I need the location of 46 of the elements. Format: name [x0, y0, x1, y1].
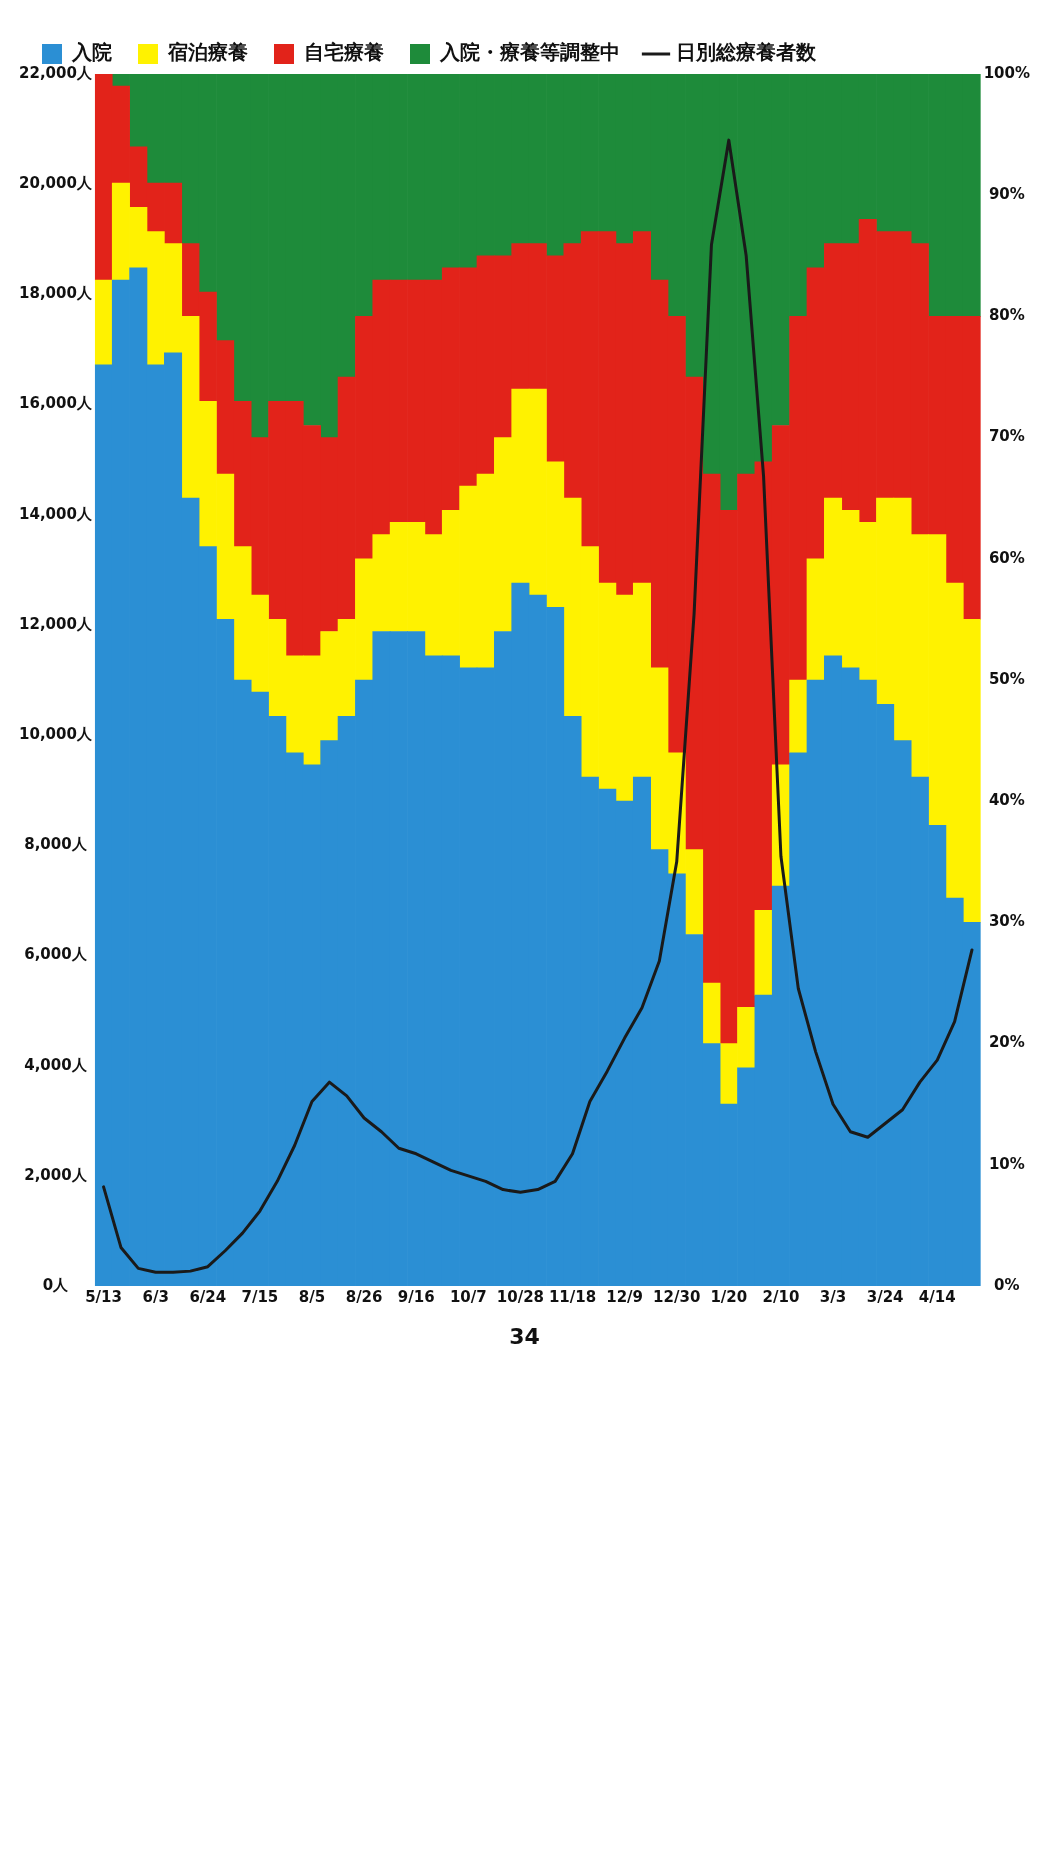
- y2-tick-label: 40%: [988, 791, 1025, 810]
- x-tick-label: 12/30: [653, 1287, 701, 1306]
- legend-label: 入院・療養等調整中: [439, 40, 620, 65]
- text: 34: [508, 1324, 541, 1349]
- y2-tick-label: 90%: [988, 185, 1025, 204]
- legend-label: 日別総療養者数: [676, 40, 817, 65]
- x-tick-label: 8/26: [345, 1287, 383, 1306]
- y2-tick-label: 100%: [983, 63, 1030, 82]
- y-tick-label: 0人: [42, 1275, 70, 1294]
- y-tick-label: 10,000人: [19, 724, 93, 743]
- x-tick-label: 1/20: [710, 1287, 748, 1306]
- x-tick-label: 6/24: [189, 1287, 227, 1306]
- y-tick-label: 16,000人: [19, 394, 93, 413]
- x-tick-label: 3/24: [866, 1287, 904, 1306]
- x-tick-label: 3/3: [819, 1287, 847, 1306]
- x-tick-label: 10/28: [496, 1287, 545, 1306]
- y2-tick-label: 0%: [994, 1275, 1020, 1294]
- legend-label: 宿泊療養: [167, 40, 248, 65]
- legend-label: 自宅療養: [304, 40, 384, 65]
- x-tick-label: 10/7: [449, 1287, 487, 1306]
- y-tick-label: 2,000人: [24, 1165, 88, 1184]
- y2-tick-label: 80%: [988, 306, 1025, 325]
- x-tick-label: 12/9: [606, 1287, 644, 1306]
- x-tick-label: 2/10: [762, 1287, 800, 1306]
- x-tick-label: 8/5: [298, 1287, 326, 1306]
- y2-tick-label: 50%: [988, 669, 1025, 688]
- y-tick-label: 4,000人: [24, 1055, 88, 1074]
- y2-tick-label: 70%: [988, 427, 1025, 446]
- y2-tick-label: 20%: [988, 1033, 1025, 1052]
- x-tick-label: 5/13: [85, 1287, 122, 1306]
- y2-tick-label: 60%: [988, 548, 1025, 567]
- y2-tick-label: 30%: [988, 912, 1025, 931]
- y-tick-label: 8,000人: [24, 835, 88, 854]
- y-tick-label: 22,000人: [19, 63, 93, 82]
- x-tick-label: 9/16: [397, 1287, 435, 1306]
- x-tick-label: 11/18: [548, 1287, 597, 1306]
- x-tick-label: 7/15: [241, 1287, 279, 1306]
- y-tick-label: 20,000人: [19, 174, 93, 193]
- y-tick-label: 6,000人: [24, 945, 88, 964]
- y-tick-label: 18,000人: [19, 284, 93, 303]
- x-tick-label: 4/14: [918, 1287, 956, 1306]
- y-tick-label: 14,000人: [19, 504, 93, 523]
- x-tick-label: 6/3: [142, 1287, 169, 1306]
- y-tick-label: 12,000人: [19, 614, 93, 633]
- legend-label: 入院: [71, 40, 112, 65]
- y2-tick-label: 10%: [988, 1154, 1025, 1173]
